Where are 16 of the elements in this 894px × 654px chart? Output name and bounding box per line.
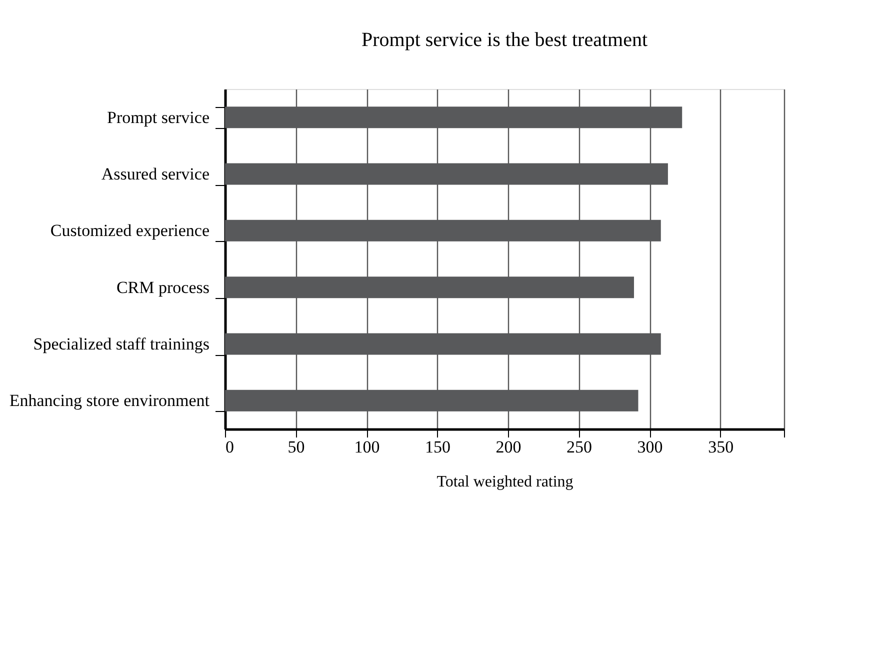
y-tick-label: Customized experience [50, 221, 210, 240]
x-tick-label: 200 [496, 438, 522, 456]
x-tick-label: 100 [354, 438, 380, 456]
y-tick-label: CRM process [116, 278, 210, 297]
x-tick-label: 250 [566, 438, 592, 456]
x-tick-label: 300 [637, 438, 663, 456]
x-axis-title: Total weighted rating [436, 474, 574, 490]
y-tick-label: Specialized staff trainings [33, 334, 210, 354]
x-tick-label: 50 [288, 438, 305, 456]
x-tick-label: 150 [425, 438, 451, 456]
x-tick-label: 0 [226, 438, 234, 456]
y-tick-label: Assured service [101, 164, 210, 184]
x-tick-label: 350 [708, 438, 734, 456]
y-tick-label: Enhancing store environment [9, 391, 210, 410]
y-tick-label: Prompt service [107, 108, 210, 127]
chart-title: Prompt service is the best treatment [361, 29, 648, 51]
